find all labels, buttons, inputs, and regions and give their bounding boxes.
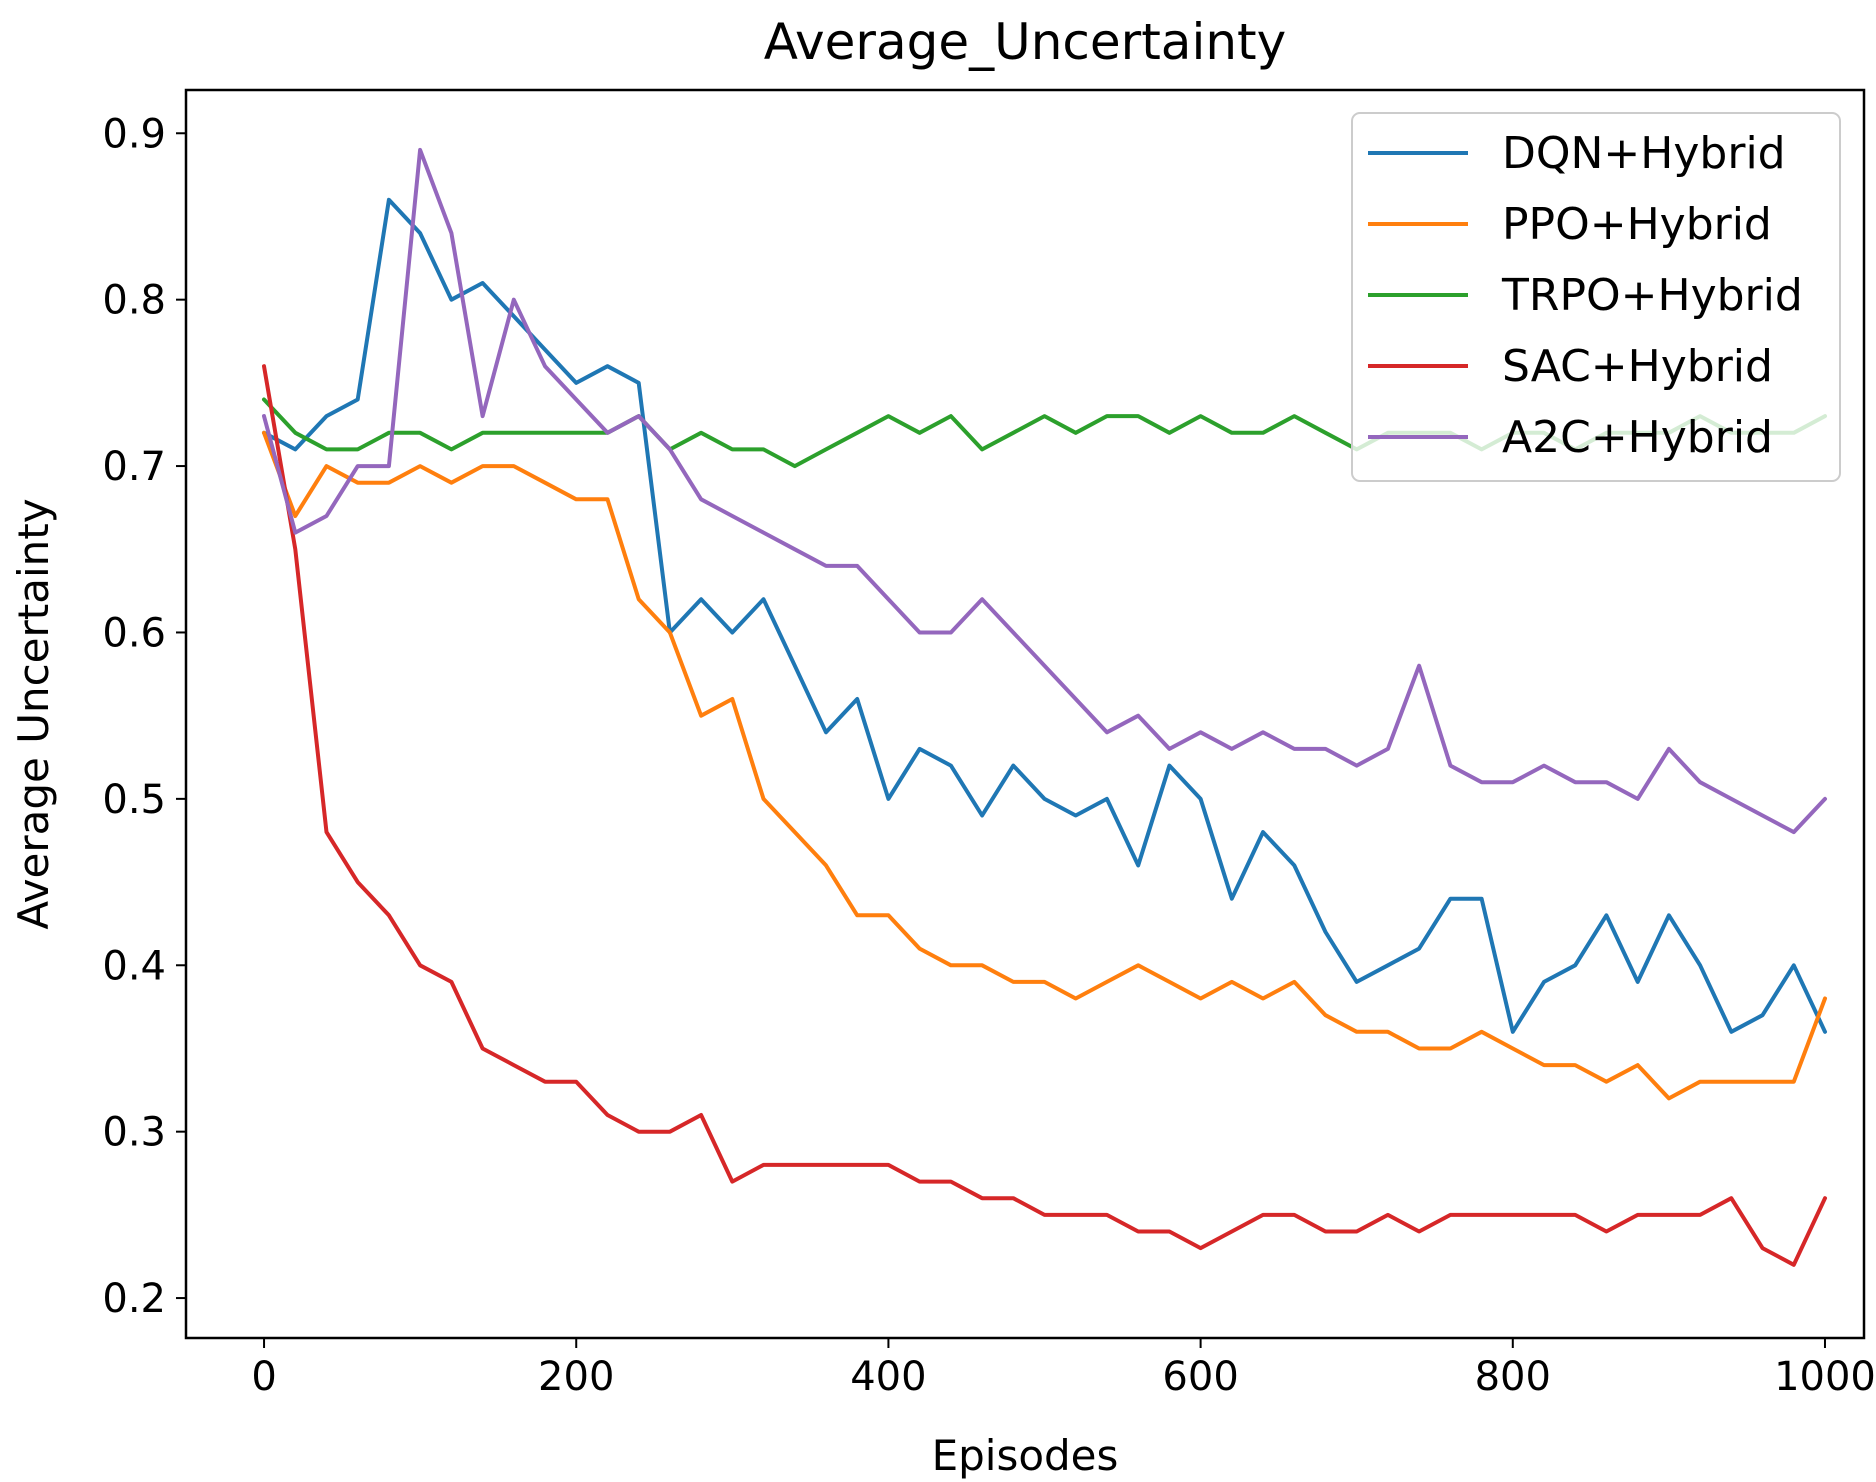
y-axis-label: Average Uncertainty (9, 498, 58, 929)
y-tick-label: 0.6 (102, 610, 166, 656)
y-tick-label: 0.7 (102, 444, 166, 490)
legend-label: A2C+Hybrid (1502, 412, 1773, 463)
chart-title: Average_Uncertainty (764, 13, 1286, 71)
series-line-ppo-hybrid (262, 430, 1827, 1101)
legend-label: DQN+Hybrid (1502, 128, 1786, 179)
y-tick-label: 0.8 (102, 278, 166, 324)
series-line-sac-hybrid (262, 364, 1827, 1267)
series-line-dqn-hybrid (262, 197, 1827, 1034)
x-tick-label: 600 (1162, 1354, 1238, 1400)
legend-label: PPO+Hybrid (1502, 199, 1772, 250)
x-axis-label: Episodes (932, 1431, 1119, 1480)
legend-label: SAC+Hybrid (1502, 341, 1773, 392)
x-tick-label: 200 (538, 1354, 614, 1400)
x-axis-ticks: 0 200 400 600 800 1000 (251, 1338, 1876, 1400)
x-tick-label: 1000 (1774, 1354, 1876, 1400)
x-tick-label: 800 (1475, 1354, 1551, 1400)
legend: DQN+Hybrid PPO+Hybrid TRPO+Hybrid SAC+Hybri… (1351, 112, 1841, 482)
y-tick-label: 0.3 (102, 1110, 166, 1156)
series-line-a2c-hybrid (262, 147, 1827, 835)
y-axis-ticks: 0.2 0.3 0.4 0.5 0.6 0.7 0.8 0.9 (102, 111, 186, 1322)
y-tick-label: 0.4 (102, 943, 166, 989)
x-tick-label: 0 (251, 1354, 276, 1400)
legend-label: TRPO+Hybrid (1501, 270, 1803, 321)
y-tick-label: 0.5 (102, 777, 166, 823)
y-tick-label: 0.2 (102, 1276, 166, 1322)
series-lines (262, 147, 1827, 1267)
plot-area-frame (184, 88, 1866, 1340)
y-tick-label: 0.9 (102, 111, 166, 157)
x-tick-label: 400 (850, 1354, 926, 1400)
legend-box (1351, 112, 1841, 482)
